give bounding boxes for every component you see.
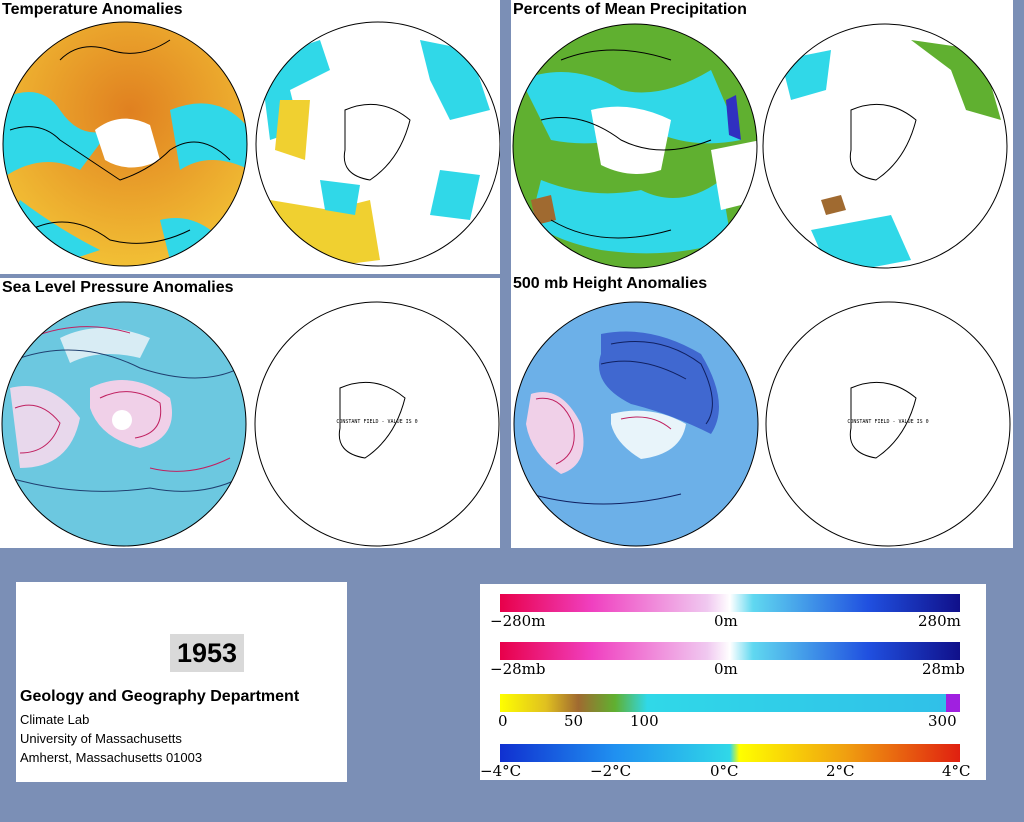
temp-0-label: 0°C (710, 762, 739, 780)
info-box: 1953 Geology and Geography Department Cl… (16, 582, 347, 782)
panel-title: Percents of Mean Precipitation (511, 0, 750, 20)
color-legend: −280m 0m 280m −28mb 0m 28mb 0 50 100 300… (480, 584, 986, 780)
precip-300-label: 300 (928, 712, 957, 730)
temp-4-label: 4°C (942, 762, 971, 780)
temp-minus2-label: −2°C (590, 762, 632, 780)
height-max-label: 280m (918, 612, 961, 630)
address-label: Amherst, Massachusetts 01003 (20, 750, 203, 765)
department-label: Geology and Geography Department (20, 688, 300, 705)
precipitation-significance-globe (763, 24, 1007, 268)
precipitation-globe (513, 24, 757, 268)
height-colorbar (500, 594, 960, 612)
temperature-globe (3, 22, 247, 266)
height-min-label: −280m (490, 612, 546, 630)
panel-title: Temperature Anomalies (0, 0, 186, 20)
precip-50-label: 50 (564, 712, 584, 730)
precipitation-maps (512, 23, 1008, 269)
height-500mb-panel: 500 mb Height Anomalies CONSTANT FIELD -… (511, 274, 1013, 548)
precip-colorbar (500, 694, 960, 712)
temp-2-label: 2°C (826, 762, 855, 780)
panel-title: 500 mb Height Anomalies (511, 274, 711, 294)
panel-title: Sea Level Pressure Anomalies (0, 278, 237, 298)
sea-level-pressure-panel: Sea Level Pressure Anomalies CONSTANT FI… (0, 278, 500, 548)
temperature-maps (2, 21, 500, 267)
height-globe (514, 302, 758, 546)
temperature-colorbar (500, 744, 960, 762)
precip-100-label: 100 (630, 712, 659, 730)
pressure-min-label: −28mb (490, 660, 546, 678)
precip-0-label: 0 (498, 712, 508, 730)
pressure-max-label: 28mb (922, 660, 965, 678)
precipitation-panel: Percents of Mean Precipitation (511, 0, 1013, 274)
temperature-panel: Temperature Anomalies (0, 0, 500, 274)
constant-field-label: CONSTANT FIELD - VALUE IS 0 (847, 419, 928, 425)
sea-level-pressure-maps: CONSTANT FIELD - VALUE IS 0 (1, 301, 500, 547)
slp-globe (2, 302, 246, 546)
temperature-significance-globe (256, 22, 500, 266)
constant-field-label: CONSTANT FIELD - VALUE IS 0 (336, 419, 417, 425)
height-500mb-maps: CONSTANT FIELD - VALUE IS 0 (513, 301, 1011, 547)
university-label: University of Massachusetts (20, 731, 182, 746)
height-mid-label: 0m (714, 612, 738, 630)
year-label: 1953 (170, 634, 244, 672)
lab-label: Climate Lab (20, 712, 90, 727)
pressure-mid-label: 0m (714, 660, 738, 678)
temp-minus4-label: −4°C (480, 762, 522, 780)
pressure-colorbar (500, 642, 960, 660)
